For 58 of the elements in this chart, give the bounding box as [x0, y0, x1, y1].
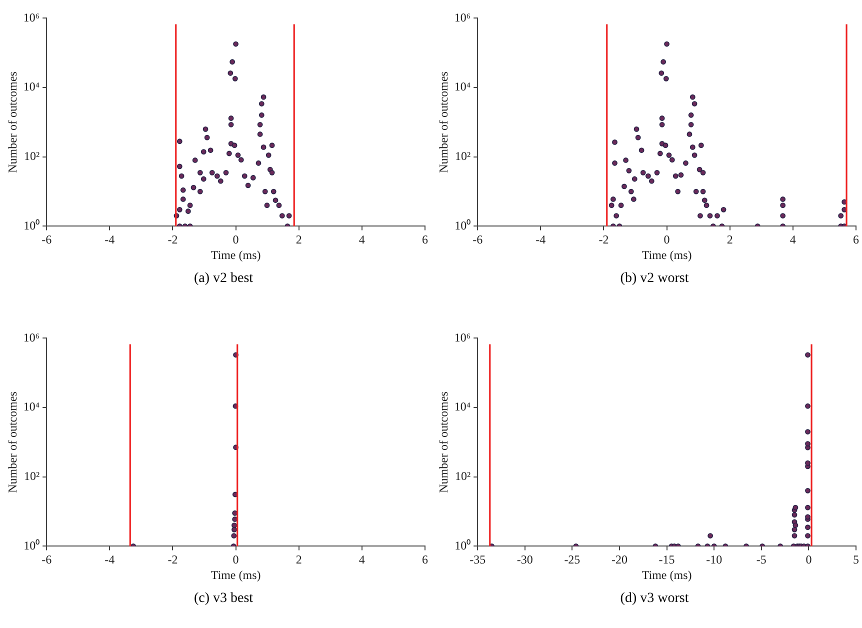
x-tick-label: 0	[664, 232, 670, 247]
y-tick-label: 10⁴	[454, 400, 471, 414]
y-axis-title: Number of outcomes	[5, 391, 20, 493]
y-tick-label: 10²	[24, 149, 40, 164]
y-tick-label: 10⁰	[454, 218, 471, 232]
y-tick-label: 10²	[454, 469, 471, 484]
x-axis-title: Time (ms)	[642, 248, 692, 262]
y-tick-label: 10⁰	[454, 538, 471, 552]
x-tick-label: 6	[853, 232, 859, 247]
x-axis-title: Time (ms)	[210, 568, 261, 582]
x-tick-label: -2	[598, 232, 609, 247]
x-tick-label: -5	[756, 552, 766, 567]
x-tick-label: 5	[853, 552, 859, 567]
text: (d) v3 worst	[619, 591, 690, 607]
y-tick-label: 10⁶	[23, 330, 40, 344]
x-tick-label: -6	[42, 552, 52, 567]
y-tick-label: 10⁶	[454, 330, 471, 344]
x-tick-label: -4	[536, 232, 546, 247]
x-axis-title: Time (ms)	[642, 568, 692, 582]
x-axis-title: Time (ms)	[210, 248, 261, 262]
x-tick-label: -30	[516, 552, 533, 567]
x-tick-label: -6	[472, 232, 483, 247]
x-tick-label: -2	[168, 232, 178, 247]
y-tick-label: 10⁴	[23, 400, 40, 414]
x-tick-label: -15	[658, 552, 675, 567]
y-tick-label: 10⁴	[454, 80, 471, 94]
text: (a) v2 best	[192, 271, 254, 287]
y-tick-label: 10⁴	[23, 80, 40, 94]
x-tick-label: 0	[232, 232, 239, 247]
x-tick-label: -4	[104, 232, 115, 247]
y-axis-title: Number of outcomes	[5, 71, 20, 173]
x-tick-label: 2	[726, 232, 733, 247]
y-tick-label: 10⁰	[24, 538, 40, 552]
y-tick-label: 10²	[454, 149, 471, 164]
y-tick-label: 10⁶	[454, 10, 471, 24]
x-tick-label: 2	[296, 232, 302, 247]
x-tick-label: -20	[611, 552, 628, 567]
text: (b) v2 worst	[619, 271, 690, 287]
x-tick-label: 4	[790, 232, 796, 247]
y-tick-label: 10⁰	[24, 218, 40, 232]
y-axis-title: Number of outcomes	[436, 391, 450, 493]
x-tick-label: 2	[296, 552, 302, 567]
y-tick-label: 10²	[24, 469, 40, 484]
y-tick-label: 10⁶	[23, 10, 40, 24]
x-tick-label: -4	[104, 552, 115, 567]
x-tick-label: -35	[470, 552, 486, 567]
x-tick-label: 6	[422, 232, 428, 247]
x-tick-label: -2	[168, 552, 178, 567]
text: (c) v3 best	[192, 591, 254, 607]
x-tick-label: -6	[42, 232, 52, 247]
x-tick-label: 0	[232, 552, 239, 567]
x-tick-label: -25	[564, 552, 580, 567]
x-tick-label: 0	[806, 552, 812, 567]
x-tick-label: 4	[358, 552, 365, 567]
y-axis-title: Number of outcomes	[436, 71, 450, 173]
x-tick-label: 4	[358, 232, 365, 247]
x-tick-label: 6	[422, 552, 428, 567]
x-tick-label: -10	[706, 552, 722, 567]
